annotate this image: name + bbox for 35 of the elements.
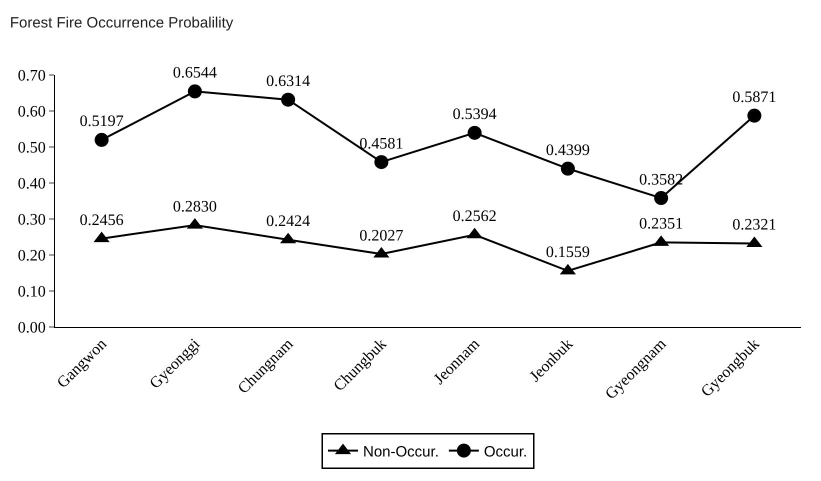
y-tick-label: 0.50	[18, 140, 46, 157]
point	[281, 92, 296, 107]
data-label: 0.4581	[359, 135, 404, 152]
y-tick-label: 0.30	[18, 212, 46, 229]
point	[747, 108, 762, 123]
point	[654, 191, 668, 206]
data-label: 0.2321	[732, 216, 776, 234]
legend-label: Non-Occur.	[363, 443, 439, 460]
data-label: 0.2027	[359, 227, 404, 244]
data-label: 0.5394	[452, 106, 497, 124]
data-label: 0.1559	[546, 244, 590, 262]
y-tick-label: 0.10	[18, 284, 46, 301]
point	[94, 132, 109, 147]
point	[468, 126, 482, 140]
data-label: 0.2830	[172, 198, 217, 216]
y-tick-label: 0.70	[18, 68, 46, 85]
y-tick-label: 0.20	[18, 248, 46, 265]
y-tick-label: 0.00	[18, 320, 46, 337]
chart-title: Forest Fire Occurrence Probalility	[10, 14, 234, 32]
y-tick-label: 0.60	[18, 104, 46, 121]
y-tick-label: 0.40	[18, 176, 46, 193]
data-label: 0.5871	[732, 88, 776, 106]
data-label: 0.2456	[80, 212, 124, 229]
data-label: 0.2351	[639, 216, 684, 233]
legend-label: Occur.	[484, 443, 528, 460]
data-label: 0.2562	[452, 208, 497, 226]
point	[188, 84, 202, 98]
data-label: 0.4399	[546, 142, 590, 159]
point	[560, 162, 575, 176]
data-label: 0.6544	[172, 64, 217, 82]
data-label: 0.5197	[80, 113, 124, 130]
point	[374, 155, 388, 170]
data-label: 0.3582	[639, 171, 684, 188]
data-label: 0.2424	[266, 212, 310, 230]
data-label: 0.6314	[266, 72, 310, 90]
